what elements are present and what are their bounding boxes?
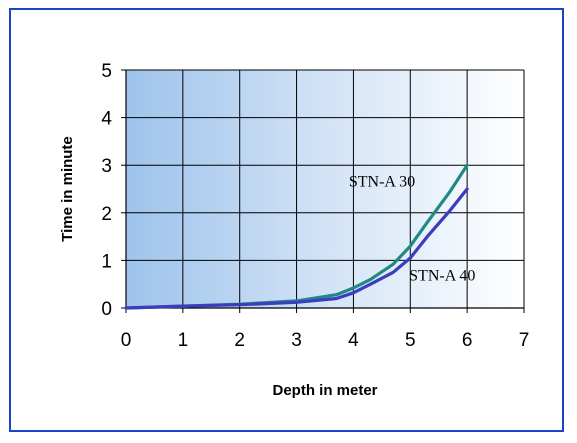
y-tick-label: 2 <box>101 204 112 225</box>
y-tick-label: 1 <box>101 251 112 272</box>
series-line-1 <box>124 187 469 310</box>
plot-area <box>126 70 524 308</box>
x-tick-label: 5 <box>405 330 416 351</box>
y-tick-label: 0 <box>101 299 112 320</box>
y-tick-label: 3 <box>101 156 112 177</box>
series-label-stn-a-30: STN-A 30 <box>349 174 415 191</box>
y-tick-labels: 0 1 2 3 4 5 <box>101 61 112 320</box>
y-tick-label: 5 <box>101 61 112 82</box>
series-label-stn-a-40: STN-A 40 <box>409 267 475 284</box>
x-tick-label: 3 <box>291 330 302 351</box>
x-axis-label: Depth in meter <box>272 382 377 399</box>
y-axis-label: Time in minute <box>59 136 76 242</box>
x-tick-label: 6 <box>462 330 473 351</box>
x-tick-label: 7 <box>519 330 530 351</box>
x-tick-labels: 0 1 2 3 4 5 6 7 <box>121 330 530 351</box>
y-tick-label: 4 <box>101 109 112 130</box>
series-layer <box>124 163 469 310</box>
x-tick-label: 4 <box>348 330 359 351</box>
x-tick-label: 2 <box>234 330 245 351</box>
axes <box>121 69 525 313</box>
x-tick-label: 1 <box>178 330 189 351</box>
x-tick-label: 0 <box>121 330 132 351</box>
